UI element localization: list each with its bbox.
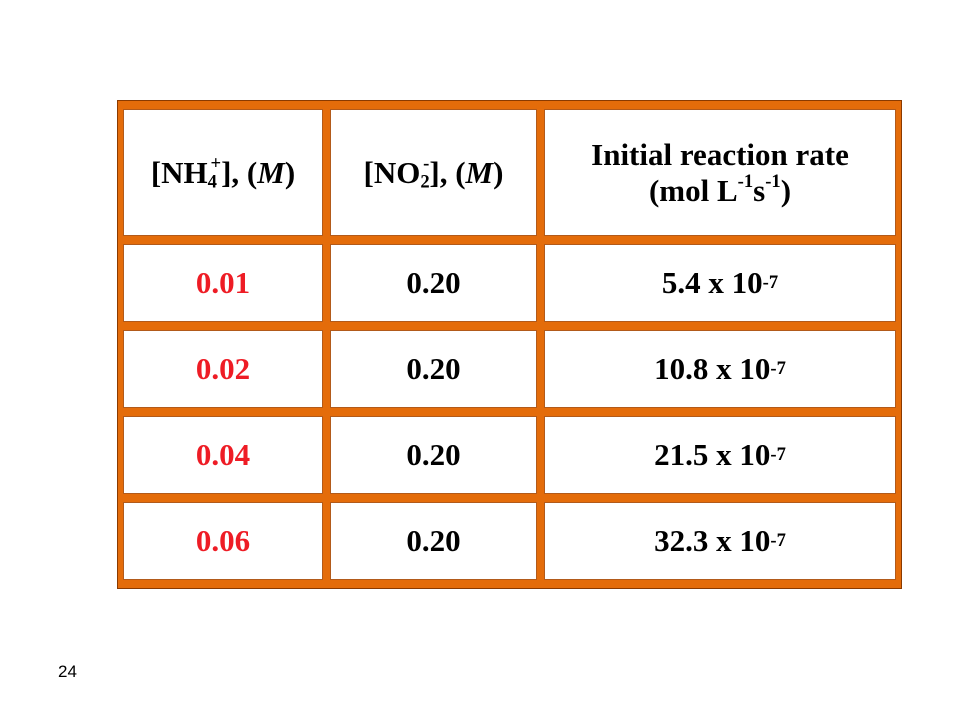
cell-rate-row3: 21.5 x 10 -7 — [544, 416, 896, 494]
cell-nh4-row3: 0.04 — [123, 416, 323, 494]
header-rate-unit-a: (mol L — [648, 172, 738, 208]
header-nh4-unit: M — [257, 154, 285, 190]
cell-no2-row4: 0.20 — [330, 502, 537, 580]
header-no2-end: ) — [493, 154, 504, 190]
rate-mantissa: 21.5 x 10 — [654, 437, 771, 473]
cell-no2-row2: 0.20 — [330, 330, 537, 408]
slide-number: 24 — [58, 662, 77, 681]
cell-nh4-row4: 0.06 — [123, 502, 323, 580]
header-nh4-subscript: 4 — [207, 171, 217, 193]
header-nh4-close: ], ( — [221, 154, 258, 190]
header-nh4-end: ) — [284, 154, 296, 190]
cell-nh4-row2: 0.02 — [123, 330, 323, 408]
header-nh4-charge: + — [210, 152, 222, 174]
header-no2-charge: - — [423, 152, 430, 174]
header-rate-unit-b: s — [753, 172, 766, 208]
header-initial-rate: Initial reaction rate (mol L-1s-1) — [544, 109, 896, 236]
cell-rate-row1: 5.4 x 10 -7 — [544, 244, 896, 322]
header-rate-line1: Initial reaction rate — [591, 136, 849, 172]
rate-mantissa: 32.3 x 10 — [654, 523, 771, 559]
cell-nh4-row1: 0.01 — [123, 244, 323, 322]
header-no2-subscript: 2 — [420, 171, 430, 193]
cell-rate-row2: 10.8 x 10 -7 — [544, 330, 896, 408]
rate-mantissa: 5.4 x 10 — [661, 265, 763, 301]
cell-no2-row1: 0.20 — [330, 244, 537, 322]
header-nh4-open: [NH — [150, 154, 208, 190]
cell-no2-row3: 0.20 — [330, 416, 537, 494]
rate-mantissa: 10.8 x 10 — [654, 351, 771, 387]
header-no2-close: ], ( — [429, 154, 466, 190]
header-nh4-concentration: [NH4+], (M) — [123, 109, 323, 236]
header-rate-exp2: -1 — [765, 170, 781, 192]
header-rate-exp1: -1 — [737, 170, 754, 192]
header-no2-open: [NO — [363, 154, 421, 190]
cell-rate-row4: 32.3 x 10 -7 — [544, 502, 896, 580]
header-rate-unit-c: ) — [780, 172, 792, 208]
header-no2-concentration: [NO2-], (M) — [330, 109, 537, 236]
header-no2-unit: M — [465, 154, 494, 190]
rate-data-table: [NH4+], (M) [NO2-], (M) Initial reaction… — [117, 100, 902, 589]
